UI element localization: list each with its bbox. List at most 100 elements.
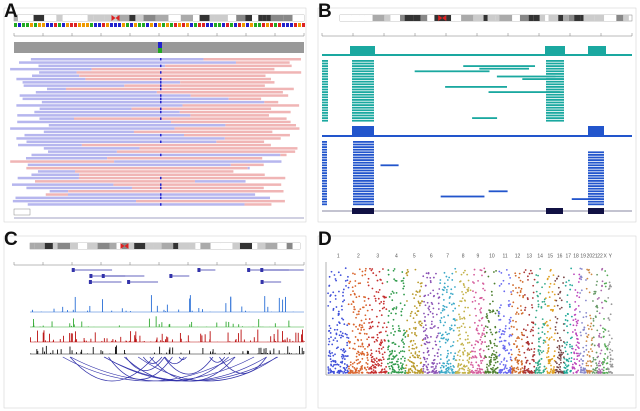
base bbox=[178, 23, 181, 27]
read bbox=[353, 141, 374, 143]
snp-point bbox=[432, 359, 435, 362]
snp-point bbox=[459, 333, 461, 336]
snp-point bbox=[340, 305, 343, 308]
read bbox=[47, 87, 66, 91]
snp-point bbox=[569, 337, 572, 340]
signal bbox=[227, 332, 229, 342]
signal bbox=[130, 331, 132, 342]
snp-point bbox=[458, 371, 461, 374]
ideogram-band bbox=[258, 15, 263, 21]
snp-point bbox=[361, 343, 364, 346]
snp-point bbox=[446, 360, 449, 363]
snp-point bbox=[511, 333, 514, 336]
snp-point bbox=[609, 313, 612, 316]
signal bbox=[156, 305, 158, 312]
snp-point bbox=[558, 368, 561, 371]
snp-point bbox=[473, 273, 475, 276]
snp-point bbox=[598, 360, 601, 363]
snp-point bbox=[582, 316, 585, 319]
snp-point bbox=[377, 291, 380, 294]
snp-point bbox=[491, 368, 493, 371]
snp-point bbox=[562, 372, 564, 374]
snp-point bbox=[528, 349, 531, 351]
snp-point bbox=[549, 327, 552, 330]
snp-point bbox=[582, 369, 585, 372]
snp-point bbox=[576, 337, 578, 340]
snp-point bbox=[329, 368, 332, 371]
ideogram-band bbox=[68, 15, 82, 21]
snp-point bbox=[342, 288, 345, 291]
snp-point bbox=[414, 333, 416, 336]
snp-point bbox=[434, 367, 437, 369]
snp-point bbox=[401, 355, 404, 358]
mismatch bbox=[160, 153, 162, 157]
snp-point bbox=[592, 324, 595, 327]
snp-point bbox=[378, 288, 381, 291]
chromosome-label: 15 bbox=[547, 253, 553, 259]
read bbox=[107, 157, 263, 160]
snp-point bbox=[509, 366, 512, 369]
snp-point bbox=[425, 360, 427, 363]
snp-point bbox=[373, 358, 375, 360]
snp-point bbox=[371, 268, 374, 270]
snp-point bbox=[416, 354, 419, 357]
signal bbox=[156, 337, 158, 342]
snp-point bbox=[453, 324, 456, 327]
snp-point bbox=[459, 280, 462, 283]
base bbox=[110, 23, 113, 27]
snp-point bbox=[473, 356, 475, 359]
signal bbox=[269, 350, 271, 354]
read bbox=[414, 70, 490, 73]
snp-point bbox=[453, 318, 455, 320]
snp-point bbox=[370, 321, 373, 324]
snp-point bbox=[456, 354, 459, 357]
read bbox=[353, 169, 374, 172]
snp-point bbox=[502, 372, 505, 374]
snp-point bbox=[604, 353, 607, 355]
snp-point bbox=[413, 356, 416, 359]
snp-point bbox=[508, 274, 510, 276]
read bbox=[322, 193, 327, 195]
snp-point bbox=[357, 351, 360, 354]
snp-point bbox=[479, 308, 481, 311]
snp-point bbox=[442, 371, 445, 374]
snp-point bbox=[596, 329, 599, 332]
read bbox=[203, 58, 301, 61]
snp-point bbox=[419, 295, 421, 298]
read bbox=[546, 65, 564, 67]
snp-point bbox=[339, 370, 342, 373]
read bbox=[39, 117, 74, 120]
snp-point bbox=[346, 279, 349, 282]
snp-point bbox=[411, 347, 414, 350]
snp-point bbox=[490, 331, 492, 334]
ideogram-band bbox=[580, 15, 584, 21]
read bbox=[322, 161, 327, 164]
snp-point bbox=[555, 369, 557, 371]
snp-point bbox=[353, 366, 356, 369]
snp-point bbox=[338, 321, 340, 324]
snp-point bbox=[447, 366, 450, 369]
snp-point bbox=[489, 311, 492, 314]
read bbox=[353, 180, 374, 182]
signal bbox=[134, 335, 136, 342]
signal bbox=[297, 332, 299, 342]
read bbox=[322, 177, 327, 180]
snp-point bbox=[571, 363, 574, 366]
snp-point bbox=[369, 372, 372, 374]
snp-point bbox=[382, 358, 385, 361]
signal bbox=[94, 332, 96, 342]
snp-point bbox=[542, 323, 545, 325]
ideogram-band bbox=[34, 243, 45, 249]
base bbox=[170, 23, 173, 27]
snp-point bbox=[368, 318, 371, 320]
snp-point bbox=[594, 367, 597, 370]
snp-point bbox=[428, 371, 431, 374]
snp-point bbox=[429, 327, 432, 329]
snp-point bbox=[564, 350, 567, 353]
snp-point bbox=[563, 357, 566, 360]
snp-point bbox=[494, 358, 497, 361]
snp-point bbox=[475, 314, 477, 317]
ideogram-band bbox=[30, 15, 34, 21]
snp-point bbox=[560, 370, 562, 373]
read bbox=[352, 88, 374, 91]
